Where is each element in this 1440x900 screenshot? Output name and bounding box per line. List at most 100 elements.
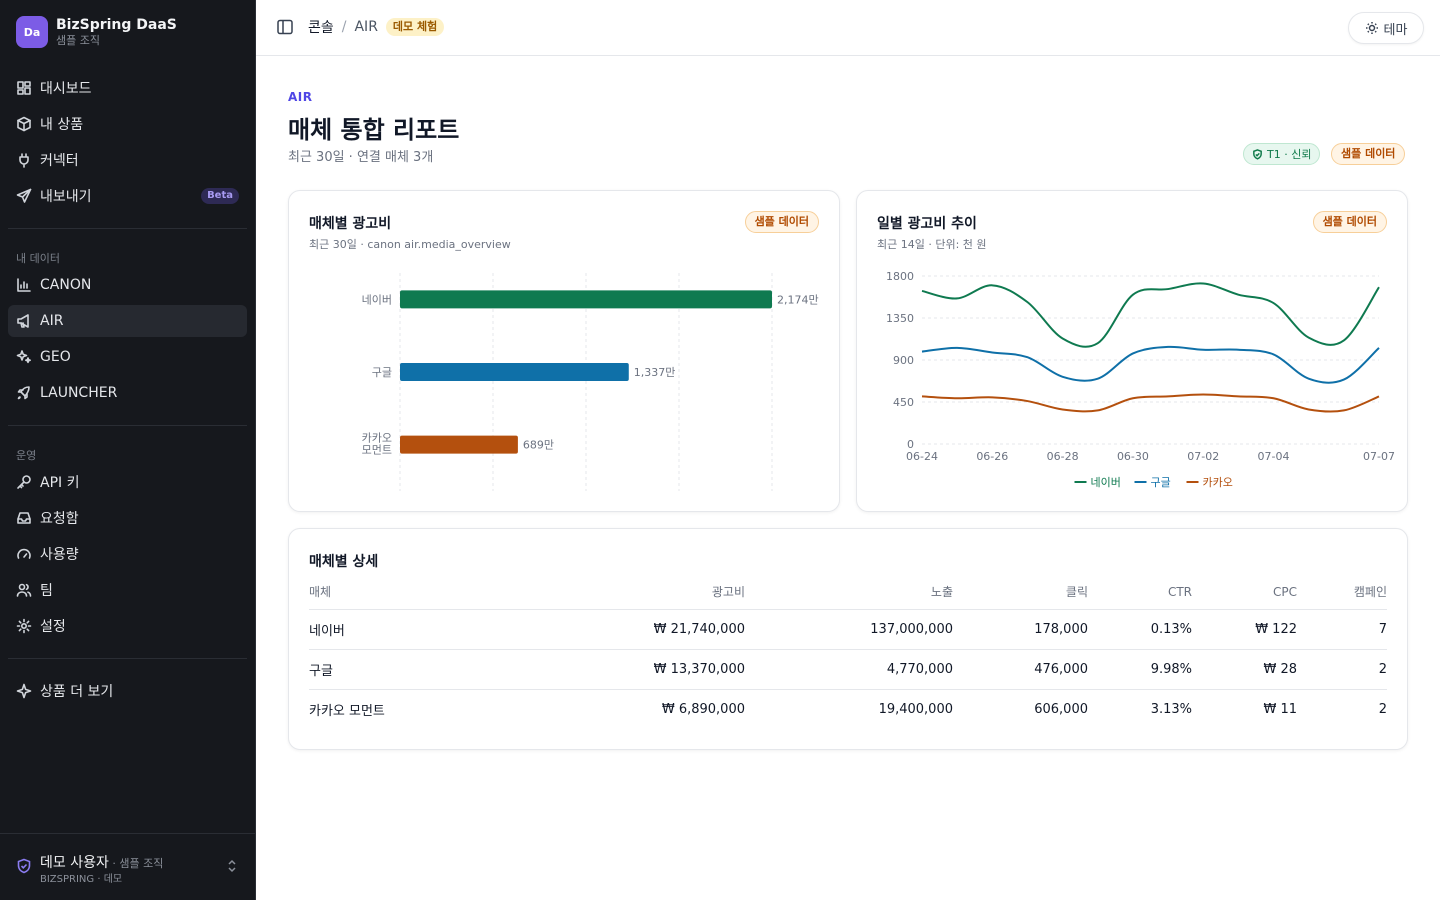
sidebar-item-more-products[interactable]: 상품 더 보기 [8, 675, 247, 707]
plug-icon [16, 152, 32, 168]
sparkle-icon [16, 683, 32, 699]
table-row[interactable]: 네이버 ₩ 21,740,000 137,000,000 178,000 0.1… [309, 609, 1387, 650]
data-label: 1,337만 [634, 366, 676, 379]
sidebar-item-label: 설정 [40, 619, 66, 635]
column-header[interactable]: 매체 [309, 575, 519, 610]
x-tick-label: 07-04 [1258, 450, 1290, 463]
theme-button[interactable]: 테마 [1348, 12, 1424, 44]
cell-impressions: 19,400,000 [878, 701, 953, 717]
y-tick-label: 1350 [886, 312, 914, 325]
column-header[interactable]: CTR [1088, 575, 1192, 610]
sidebar-item-geo[interactable]: GEO [8, 341, 247, 373]
sidebar-item-air[interactable]: AIR [8, 305, 247, 337]
cell-campaigns: 2 [1297, 649, 1387, 690]
cell-campaigns: 2 [1378, 701, 1387, 717]
sidebar-item-team[interactable]: 팀 [8, 574, 247, 606]
user-menu[interactable]: 데모 사용자 · 샘플 조직 BIZSPRING · 데모 [0, 833, 256, 900]
sidebar-item-label: API 키 [40, 475, 80, 491]
legend-label: 네이버 [1091, 476, 1121, 489]
sidebar-divider [8, 658, 247, 659]
gauge-icon [16, 546, 32, 562]
cell-impressions: 4,770,000 [745, 649, 953, 690]
brand-logo: Da [16, 16, 48, 48]
sidebar-divider [8, 228, 247, 229]
gear-icon [16, 618, 32, 634]
user-name: 데모 사용자 [40, 855, 109, 871]
category-label: 구글 [372, 366, 392, 379]
demo-badge: 데모 체험 [385, 18, 445, 36]
breadcrumb-root[interactable]: 콘솔 [308, 20, 334, 36]
bar-chart-icon [16, 277, 32, 293]
sidebar-toggle-icon[interactable] [276, 18, 296, 38]
beta-badge: Beta [201, 188, 239, 204]
category-label: 네이버 [362, 293, 392, 306]
sample-data-badge: 샘플 데이터 [1331, 143, 1406, 165]
y-tick-label: 0 [907, 438, 914, 451]
sidebar-item-export[interactable]: 내보내기 Beta [8, 180, 247, 212]
brand[interactable]: Da BizSpring DaaS 샘플 조직 [16, 14, 177, 50]
cell-spend: ₩ 6,890,000 [661, 701, 745, 717]
sidebar-item-settings[interactable]: 설정 [8, 610, 247, 642]
bar [400, 435, 518, 454]
cell-media: 카카오 모먼트 [309, 703, 385, 719]
sidebar-item-label: LAUNCHER [40, 385, 118, 401]
sample-data-badge: 샘플 데이터 [744, 211, 819, 233]
cell-clicks: 178,000 [953, 609, 1088, 650]
sidebar-item-api-keys[interactable]: API 키 [8, 466, 247, 498]
y-tick-label: 450 [893, 396, 914, 409]
cell-media: 네이버 [309, 609, 519, 650]
sidebar-item-launcher[interactable]: LAUNCHER [8, 377, 247, 409]
media-detail-table: 매체 광고비 노출 클릭 CTR CPC 캠페인 네이버 ₩ 21,740,00… [309, 575, 1387, 729]
column-header[interactable]: CPC [1192, 575, 1297, 610]
user-subtitle: BIZSPRING · 데모 [40, 874, 123, 885]
cell-cpc: ₩ 11 [1263, 701, 1297, 717]
sidebar-item-label: 팀 [40, 583, 53, 599]
x-tick-label: 07-02 [1187, 450, 1219, 463]
sidebar-item-label: GEO [40, 349, 71, 365]
x-tick-label: 07-07 [1363, 450, 1395, 463]
column-header[interactable]: 캠페인 [1297, 575, 1387, 610]
sidebar-item-connectors[interactable]: 커넥터 [8, 144, 247, 176]
shield-icon [16, 858, 32, 874]
data-label: 2,174만 [777, 293, 819, 306]
sidebar-item-label: 사용량 [40, 547, 79, 563]
card-title: 매체별 광고비 [309, 216, 392, 232]
sidebar-item-dashboard[interactable]: 대시보드 [8, 72, 247, 104]
column-header[interactable]: 클릭 [953, 575, 1088, 610]
section-label-operations: 운영 [16, 449, 37, 462]
table-row[interactable]: 구글 ₩ 13,370,000 4,770,000 476,000 9.98% … [309, 649, 1387, 690]
sidebar-item-canon[interactable]: CANON [8, 269, 247, 301]
page-title: 매체 통합 리포트 [288, 116, 460, 144]
sidebar-item-my-products[interactable]: 내 상품 [8, 108, 247, 140]
section-label-my-data: 내 데이터 [16, 252, 60, 265]
sidebar-item-label: 내보내기 [40, 189, 92, 205]
sample-data-badge: 샘플 데이터 [1312, 211, 1387, 233]
grid-icon [16, 80, 32, 96]
table-row[interactable]: 카카오 모먼트 ₩ 6,890,000 19,400,000 606,000 3… [309, 689, 1387, 729]
sidebar-item-inbox[interactable]: 요청함 [8, 502, 247, 534]
column-header[interactable]: 광고비 [519, 575, 745, 610]
table-header-row: 매체 광고비 노출 클릭 CTR CPC 캠페인 [309, 575, 1387, 610]
cell-media: 구글 [309, 649, 519, 690]
key-icon [16, 474, 32, 490]
cell-impressions: 137,000,000 [745, 609, 953, 650]
rocket-icon [16, 385, 32, 401]
cell-ctr: 0.13% [1088, 609, 1192, 650]
page-subtitle: 최근 30일 · 연결 매체 3개 [288, 150, 434, 165]
user-org: · 샘플 조직 [108, 857, 164, 870]
media-detail-card: 매체별 상세 매체 광고비 노출 클릭 CTR CPC 캠페인 네이버 ₩ 21… [288, 528, 1408, 750]
card-subtitle: 최근 30일 · canon air.media_overview [309, 238, 511, 251]
column-header[interactable]: 노출 [745, 575, 953, 610]
brand-org: 샘플 조직 [56, 34, 100, 47]
card-subtitle: 최근 14일 · 단위: 천 원 [877, 238, 987, 251]
legend-label: 카카오 [1203, 476, 1233, 489]
cell-clicks: 606,000 [1034, 701, 1088, 717]
breadcrumb-current: AIR [354, 19, 378, 35]
users-icon [16, 582, 32, 598]
daily-spend-trend-card: 일별 광고비 추이 최근 14일 · 단위: 천 원 샘플 데이터 0 450 90… [856, 190, 1408, 512]
cell-ctr: 9.98% [1088, 649, 1192, 690]
sidebar-divider [8, 425, 247, 426]
series-line [921, 282, 1380, 348]
sidebar-item-usage[interactable]: 사용량 [8, 538, 247, 570]
